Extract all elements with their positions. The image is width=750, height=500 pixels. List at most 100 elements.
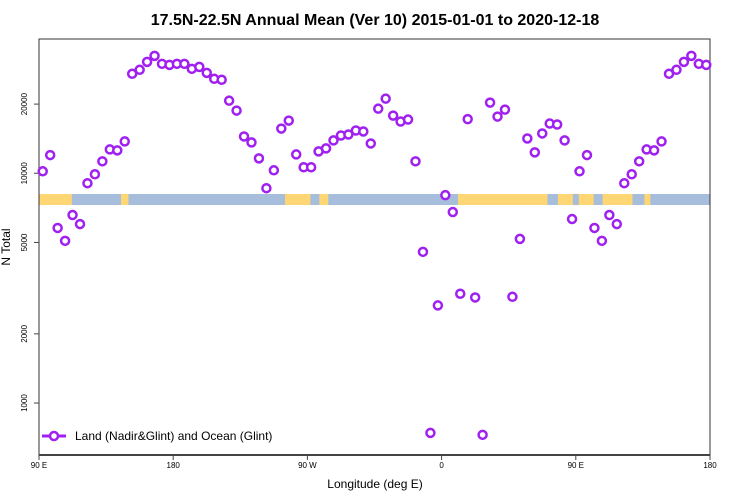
x-tick-label: 90 E [31, 461, 47, 470]
land-segment [458, 194, 548, 205]
legend: Land (Nadir&Glint) and Ocean (Glint) [42, 429, 272, 443]
data-point [52, 222, 63, 234]
data-point [59, 235, 71, 247]
data-point [387, 110, 399, 121]
land-segment [644, 194, 651, 205]
data-point [611, 218, 623, 230]
data-point [551, 119, 563, 130]
data-point [231, 105, 242, 116]
data-point [194, 61, 205, 73]
x-tick-label: 90 W [298, 461, 317, 470]
land-segment [39, 194, 72, 205]
y-ticks: 1000 2000 5000 10000 20000 [20, 92, 39, 412]
land-segment [121, 194, 129, 205]
data-point [469, 292, 481, 303]
data-point [402, 114, 414, 125]
land-segment [319, 194, 329, 205]
data-point [425, 427, 436, 439]
data-point [112, 145, 123, 156]
data-point [119, 136, 130, 147]
data-point [447, 206, 459, 218]
data-point [283, 115, 295, 126]
data-point [358, 126, 369, 137]
data-point [626, 169, 637, 180]
data-point [67, 209, 78, 221]
y-tick-label: 2000 [20, 324, 29, 342]
x-axis-label: Longitude (deg E) [327, 477, 422, 491]
y-tick-label: 20000 [20, 92, 29, 115]
data-point [484, 97, 496, 108]
data-point [656, 136, 667, 147]
data-point [365, 138, 377, 149]
data-point [596, 235, 608, 247]
land-segment [578, 194, 594, 205]
data-point [343, 129, 354, 140]
data-point [581, 149, 593, 161]
land-segment [285, 194, 311, 205]
data-point [179, 58, 190, 70]
data-point [619, 177, 630, 189]
data-point [97, 156, 108, 167]
data-point [320, 143, 332, 154]
data-point [201, 67, 212, 79]
y-axis-label: N Total [0, 228, 13, 265]
data-point [701, 59, 712, 71]
data-point [82, 177, 93, 189]
data-point [537, 128, 548, 139]
data-point [246, 137, 257, 148]
data-point [440, 189, 451, 201]
chart-title: 17.5N-22.5N Annual Mean (Ver 10) 2015-01… [151, 12, 600, 29]
data-point [633, 156, 645, 167]
y-tick-label: 10000 [20, 162, 29, 185]
x-tick-label: 90 E [568, 461, 584, 470]
data-point [507, 291, 518, 303]
data-point [37, 166, 48, 177]
land-segment [557, 194, 573, 205]
data-point [686, 50, 697, 62]
data-point [663, 68, 675, 80]
data-point [74, 218, 86, 230]
data-point [522, 133, 533, 144]
data-point [529, 147, 541, 158]
data-point [454, 288, 466, 299]
data-point [604, 209, 615, 221]
data-point [648, 145, 660, 156]
y-tick-label: 1000 [20, 394, 29, 412]
data-point [261, 182, 272, 194]
data-point [89, 169, 101, 180]
data-point [492, 111, 503, 122]
land-ocean-strip [39, 194, 710, 205]
data-point [290, 149, 302, 160]
data-point [134, 64, 145, 76]
data-point [671, 64, 682, 76]
data-point [238, 131, 250, 142]
x-ticks: 90 E 180 90 W 0 90 E 180 [31, 455, 717, 470]
data-point [514, 233, 526, 245]
legend-marker [48, 430, 60, 442]
data-point [268, 165, 280, 176]
legend-label: Land (Nadir&Glint) and Ocean (Glint) [75, 429, 272, 443]
plot-frame [38, 38, 711, 456]
x-tick-label: 180 [167, 461, 181, 470]
y-tick-label: 5000 [20, 233, 29, 251]
data-point [253, 153, 265, 164]
ocean-strip [39, 194, 710, 205]
data-point [380, 93, 391, 104]
data-point [276, 123, 287, 134]
data-point [462, 113, 473, 125]
data-point [149, 50, 160, 62]
data-point [126, 68, 138, 80]
data-point [417, 246, 429, 258]
data-point [141, 56, 153, 68]
data-point [44, 149, 56, 161]
data-point [328, 135, 339, 146]
data-point [372, 103, 384, 114]
data-point [559, 135, 570, 146]
data-point [589, 222, 600, 234]
data-point [477, 429, 488, 441]
data-point [678, 56, 690, 68]
data-point [432, 300, 444, 311]
x-tick-label: 180 [703, 461, 717, 470]
